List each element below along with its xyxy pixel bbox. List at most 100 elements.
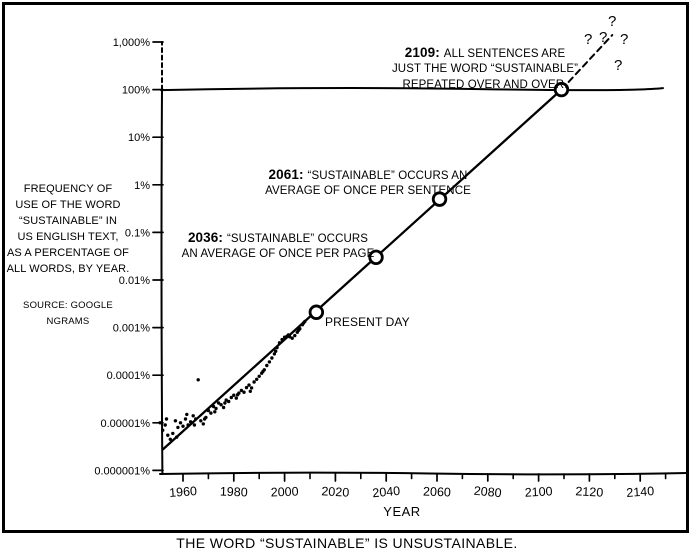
scatter-point (171, 431, 175, 436)
scatter-point (183, 417, 188, 421)
annotation-2061-rest: AVERAGE OF ONCE PER SENTENCE (265, 185, 471, 197)
annotation-2109-line1: ALL SENTENCES ARE (443, 47, 566, 60)
scatter-point (223, 401, 227, 405)
scatter-point (232, 393, 236, 397)
x-tick-label: 2120 (575, 484, 604, 499)
x-tick-label: 2020 (321, 484, 350, 499)
scatter-point (274, 349, 278, 353)
scatter-point (158, 421, 162, 425)
annotation-2109-rest: JUST THE WORD “SUSTAINABLE” REPEATED OVE… (391, 63, 579, 91)
scatter-point (290, 336, 294, 340)
annotation-2061-year: 2061: (268, 166, 304, 182)
y-axis-description: FREQUENCY OF USE OF THE WORD “SUSTAINABL… (6, 183, 130, 275)
scatter-point (163, 423, 167, 427)
scatter-point (242, 390, 246, 394)
x-tick-label: 2140 (626, 484, 655, 500)
scatter-point (239, 388, 244, 393)
scatter-point (196, 378, 200, 382)
question-mark: ? (620, 31, 629, 48)
scatter-point (221, 405, 226, 410)
scatter-point (201, 422, 205, 426)
scatter-point (178, 421, 183, 425)
comic-border-frame (2, 2, 689, 533)
source-credit: SOURCE: GOOGLE NGRAMS (23, 300, 113, 327)
question-mark: ? (599, 29, 608, 46)
scatter-point (204, 415, 208, 420)
x-axis-line (159, 471, 688, 476)
ceiling-line-100-percent (160, 87, 664, 92)
milestone-circle-a2109 (553, 81, 570, 98)
scatter-point (209, 411, 213, 415)
scatter-point (168, 437, 172, 441)
scatter-point (161, 428, 165, 432)
scatter-point (164, 417, 169, 421)
y-tick-label: 0.1% (125, 227, 150, 239)
scatter-point (176, 425, 180, 430)
scatter-point (265, 363, 269, 368)
scatter-point (227, 399, 231, 404)
scatter-point (272, 352, 277, 356)
y-tick-label: 0.01% (119, 275, 150, 287)
scatter-point (216, 401, 221, 405)
question-mark: ? (584, 31, 593, 48)
milestone-circle-a2061 (431, 191, 448, 207)
scatter-point (252, 380, 256, 384)
question-mark: ? (608, 13, 617, 30)
scatter-point (244, 385, 249, 390)
milestone-circle-present_day (308, 304, 325, 320)
scatter-point (234, 396, 238, 400)
y-axis-line (160, 88, 164, 475)
scatter-point (267, 360, 272, 364)
scatter-point (255, 377, 259, 381)
x-tick-label: 2000 (270, 485, 298, 500)
scatter-point (248, 389, 252, 393)
scatter-point (247, 383, 251, 387)
x-tick-label: 1980 (220, 485, 248, 500)
y-tick-label: 1,000% (113, 37, 151, 49)
scatter-point (173, 419, 178, 423)
y-tick-label: 0.000001% (94, 465, 150, 477)
scatter-point (262, 368, 266, 372)
y-tick-label: 0.00001% (100, 418, 150, 430)
annotation-2109: 2109: ALL SENTENCES ARE JUST THE WORD “SU… (391, 29, 579, 109)
annotation-2109-year: 2109: (404, 44, 440, 60)
x-axis-title: YEAR (383, 504, 421, 519)
scatter-point (219, 403, 223, 407)
annotation-2036-year: 2036: (187, 229, 223, 245)
x-tick-label: 2040 (372, 484, 401, 500)
x-tick-label: 2080 (473, 484, 502, 500)
scatter-point (181, 424, 185, 428)
annotation-2036-line1: “SUSTAINABLE” OCCURS (226, 232, 369, 245)
x-tick-label: 2060 (423, 485, 451, 500)
scatter-point (191, 414, 195, 418)
scatter-point (213, 410, 217, 414)
scatter-point (237, 391, 241, 395)
scatter-point (249, 386, 254, 390)
scatter-point (270, 356, 274, 360)
scatter-point (257, 374, 261, 378)
y-tick-label: 0.001% (113, 323, 151, 335)
scatter-point (214, 406, 218, 411)
annotation-2036: 2036: “SUSTAINABLE” OCCURS AN AVERAGE OF … (178, 214, 378, 278)
x-tick-label: 1960 (169, 484, 198, 500)
annotation-2061-line1: “SUSTAINABLE” OCCURS AN (307, 169, 468, 182)
annotation-2061: 2061: “SUSTAINABLE” OCCURS AN AVERAGE OF … (248, 151, 488, 215)
x-tick-label: 2100 (524, 484, 553, 499)
trend-line (162, 88, 563, 451)
scatter-point (192, 423, 197, 427)
question-mark: ? (614, 57, 623, 74)
scatter-point (166, 433, 170, 437)
y-tick-label: 10% (128, 132, 150, 144)
y-tick-label: 100% (122, 85, 150, 97)
milestone-circle-a2036 (368, 249, 384, 265)
annotation-2036-rest: AN AVERAGE OF ONCE PER PAGE (181, 248, 375, 260)
comic-caption: THE WORD “SUSTAINABLE” IS UNSUSTAINABLE. (176, 535, 518, 551)
scatter-point (229, 395, 233, 400)
scatter-point (224, 398, 228, 402)
y-tick-label: 0.0001% (107, 370, 151, 382)
y-tick-label: 1% (134, 180, 150, 192)
scatter-point (185, 412, 189, 417)
scatter-point (199, 419, 203, 423)
